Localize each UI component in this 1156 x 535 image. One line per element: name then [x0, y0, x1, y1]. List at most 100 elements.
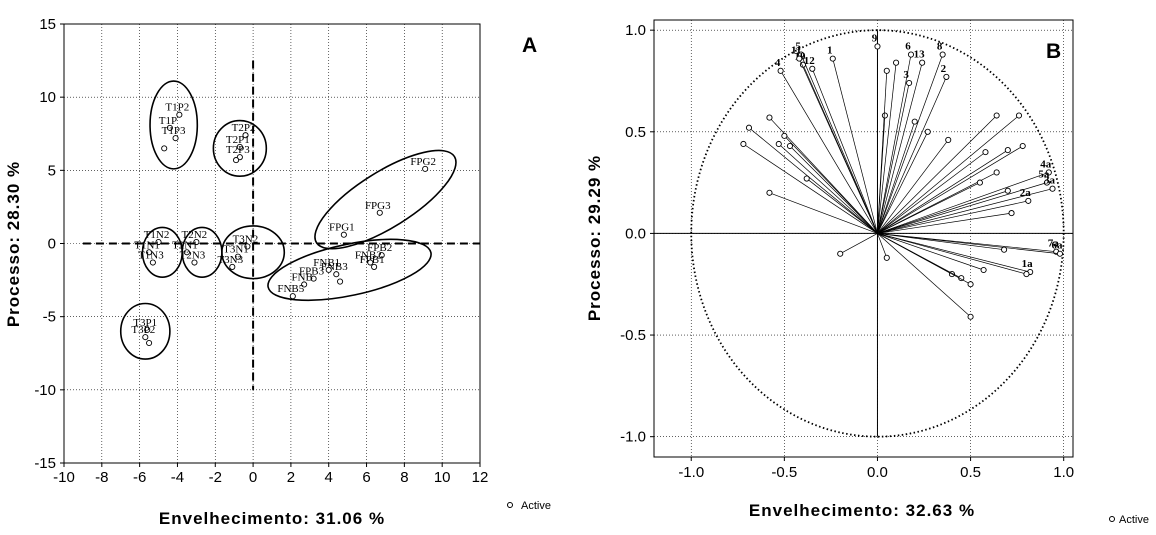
- loading-vector: [877, 233, 1031, 273]
- data-point: [229, 263, 236, 270]
- loading-vector: [877, 233, 1005, 251]
- loading-point: [796, 55, 803, 62]
- data-point: [371, 263, 378, 270]
- vector-label: 1: [827, 45, 833, 57]
- data-point: [144, 326, 151, 333]
- loading-vector: [877, 212, 1012, 234]
- panel-b-y-axis-title: Processo: 29.29 %: [585, 155, 604, 321]
- point-label: T3N1: [223, 244, 249, 256]
- panel-b-x-tick-labels: -1.0 -0.5 0.0 0.5 1.0: [678, 464, 1074, 481]
- panel-a-x-axis-title: Envelhecimento: 31.06 %: [159, 509, 385, 528]
- data-point: [422, 165, 429, 172]
- loading-vector: [877, 121, 916, 234]
- loading-point: [958, 275, 965, 282]
- point-label: FPG3: [365, 200, 391, 212]
- loading-point: [1008, 210, 1015, 217]
- point-label: T2P1: [226, 134, 250, 146]
- loading-vector: [877, 70, 888, 234]
- vector-label: 4: [775, 57, 781, 69]
- panel-b-vectors: 96813231451012114a5a3a2a1a7a6a: [740, 32, 1064, 320]
- panel-b-grid: [650, 20, 1073, 461]
- panel-b-legend-marker: [1109, 516, 1115, 522]
- loading-vector: [784, 135, 878, 234]
- vector-label: 3: [903, 69, 909, 81]
- point-label: FNB1: [313, 257, 340, 269]
- panel-a-x-tick-labels: -10 -8 -6 -4 -2 0 2 4 6 8 10 12: [53, 469, 488, 486]
- loading-vector: [877, 172, 1049, 234]
- loading-vector: [840, 233, 878, 255]
- loading-vector: [877, 233, 971, 318]
- data-point: [340, 231, 347, 238]
- loading-point: [911, 118, 918, 125]
- data-point: [301, 281, 308, 288]
- loading-point: [976, 179, 983, 186]
- vector-label: 5a: [1038, 169, 1050, 181]
- loading-vector: [877, 131, 929, 234]
- loading-vector: [877, 76, 947, 234]
- point-label: T3N3: [217, 254, 243, 266]
- loading-vector: [877, 145, 1023, 234]
- loading-point: [766, 189, 773, 196]
- group-ellipse: [314, 149, 457, 250]
- x-tick-label: 0.5: [960, 464, 981, 481]
- x-tick-label: 6: [362, 469, 370, 486]
- loading-point: [1023, 271, 1030, 278]
- x-tick-label: 0: [249, 469, 257, 486]
- x-tick-label: -4: [171, 469, 184, 486]
- x-tick-label: 8: [400, 469, 408, 486]
- point-label: FPB2: [367, 242, 392, 254]
- loading-point: [1004, 147, 1011, 154]
- data-point: [376, 209, 383, 216]
- data-point: [289, 293, 296, 300]
- data-point: [325, 266, 332, 273]
- panel-b-loadings: 96813231451012114a5a3a2a1a7a6a -1.0-0.50…: [585, 19, 1149, 526]
- panel-a-legend-marker: [507, 502, 513, 508]
- loading-vector: [800, 54, 878, 234]
- vector-label: 12: [804, 55, 816, 67]
- data-point: [146, 249, 153, 256]
- point-label: T2P3: [226, 144, 250, 156]
- loading-vector: [811, 68, 878, 234]
- vector-label: 9: [872, 32, 878, 44]
- y-tick-label: 0.5: [625, 124, 646, 141]
- group-ellipse: [119, 302, 171, 360]
- loading-point: [939, 51, 946, 58]
- point-label: T1N1: [134, 239, 160, 251]
- loading-vector: [877, 233, 888, 258]
- loading-point: [1001, 246, 1008, 253]
- loading-vector: [743, 143, 878, 234]
- x-tick-label: 4: [325, 469, 333, 486]
- vector-label: 3a: [1044, 175, 1056, 187]
- loading-vector: [789, 145, 878, 234]
- loading-vector: [877, 115, 1020, 234]
- panel-a-letter: A: [522, 34, 537, 57]
- loading-vector: [832, 58, 878, 234]
- data-point: [378, 252, 385, 259]
- vector-label: 2a: [1020, 187, 1032, 199]
- panel-a-legend-label: Active: [521, 500, 551, 512]
- loading-point: [775, 140, 782, 148]
- data-point: [367, 259, 374, 266]
- vector-label: 1a: [1022, 258, 1034, 270]
- loading-point: [980, 266, 987, 274]
- data-point: [242, 132, 249, 139]
- y-tick-label: 5: [48, 162, 56, 179]
- vector-label: 11: [791, 45, 801, 57]
- loading-point: [1019, 142, 1026, 150]
- data-point: [183, 249, 190, 256]
- x-tick-label: -10: [53, 469, 75, 486]
- loading-point: [803, 175, 810, 182]
- loading-vector: [769, 192, 878, 234]
- vector-label: 5: [795, 41, 801, 53]
- data-point: [236, 143, 243, 150]
- loading-point: [924, 128, 931, 135]
- loading-vector: [877, 200, 1029, 234]
- loading-point: [907, 51, 915, 58]
- loading-point: [883, 254, 890, 261]
- loading-vector: [877, 82, 910, 234]
- loading-point: [993, 112, 1000, 119]
- point-label: T1N3: [138, 250, 164, 262]
- loading-vector: [877, 188, 1053, 234]
